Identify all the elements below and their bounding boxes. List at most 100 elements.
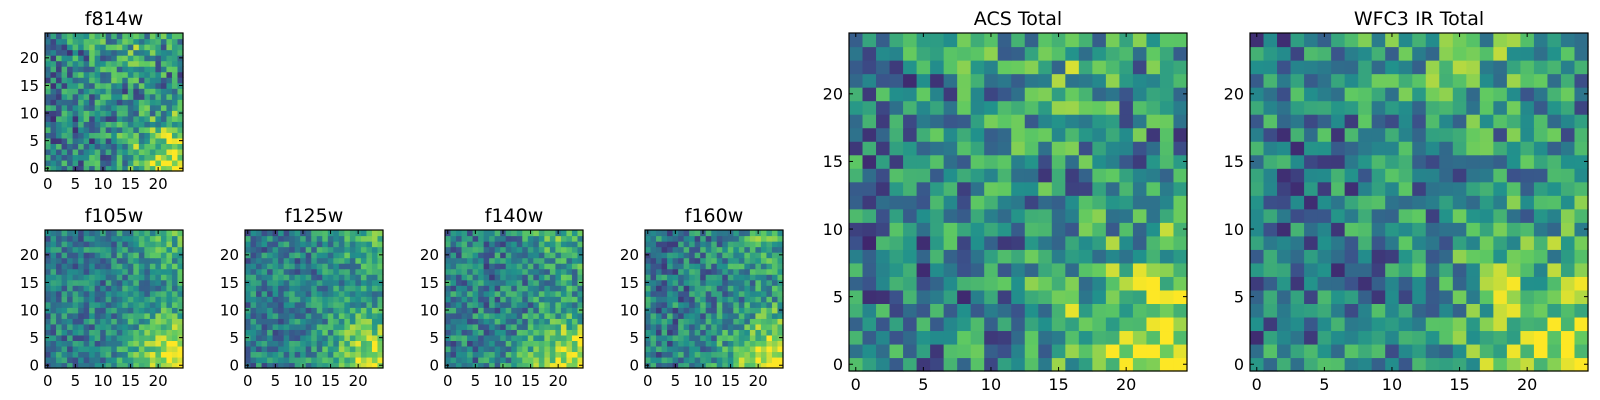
heatmap-cell — [349, 323, 356, 330]
heatmap-cell — [116, 241, 123, 248]
heatmap-cell — [450, 257, 457, 264]
heatmap-cell — [711, 307, 718, 314]
heatmap-cell — [516, 268, 523, 275]
heatmap-cell — [1439, 168, 1454, 183]
heatmap-cell — [1277, 114, 1292, 129]
heatmap-cell — [177, 121, 184, 128]
heatmap-cell — [267, 318, 274, 325]
heatmap-cell — [122, 159, 129, 167]
heatmap-cell — [483, 318, 490, 325]
heatmap-cell — [283, 362, 290, 369]
heatmap-cell — [667, 323, 674, 330]
heatmap-cell — [1304, 60, 1319, 75]
heatmap-cell — [494, 318, 501, 325]
heatmap-cell — [177, 71, 184, 78]
heatmap-cell — [100, 329, 107, 336]
heatmap-cell — [1344, 114, 1359, 129]
heatmap-cell — [289, 318, 296, 325]
heatmap-cell — [344, 296, 351, 303]
heatmap-cell — [566, 345, 573, 353]
heatmap-cell — [116, 334, 123, 341]
heatmap-cell — [997, 168, 1012, 183]
heatmap-cell — [1159, 127, 1175, 142]
heatmap-cell — [544, 323, 551, 330]
heatmap-cell — [94, 82, 101, 89]
heatmap-cell — [116, 312, 123, 319]
heatmap-cell — [1344, 154, 1359, 169]
heatmap-cell — [1344, 73, 1359, 88]
heatmap-cell — [149, 77, 156, 84]
heatmap-cell — [777, 351, 784, 358]
heatmap-cell — [1304, 249, 1319, 264]
heatmap-cell — [1092, 141, 1107, 156]
y-tick-label: 15 — [420, 274, 439, 292]
heatmap-cell — [1479, 46, 1494, 61]
heatmap-cell — [1105, 114, 1120, 129]
heatmap-cell — [667, 257, 674, 264]
heatmap-cell — [50, 44, 57, 51]
heatmap-cell — [56, 230, 63, 237]
heatmap-cell — [1385, 330, 1400, 345]
heatmap-cell — [566, 246, 573, 253]
heatmap-cell — [733, 285, 740, 292]
heatmap-cell — [377, 257, 384, 264]
heatmap-cell — [1520, 87, 1535, 102]
y-tick-label: 10 — [1224, 220, 1244, 239]
heatmap-cell — [760, 318, 768, 325]
heatmap-cell — [672, 279, 679, 286]
heatmap-cell — [1065, 60, 1080, 75]
heatmap-cell — [1263, 330, 1278, 345]
heatmap-cell — [127, 104, 134, 111]
heatmap-cell — [360, 279, 368, 286]
heatmap-cell — [538, 252, 545, 259]
heatmap-cell — [577, 268, 584, 275]
heatmap-cell — [294, 263, 301, 270]
heatmap-cell — [705, 268, 712, 275]
heatmap-cell — [94, 49, 101, 56]
x-tick-label: 0 — [643, 372, 653, 390]
heatmap-cell — [338, 307, 345, 314]
heatmap-cell — [272, 279, 279, 286]
heatmap-cell — [903, 262, 918, 277]
heatmap-cell — [500, 323, 507, 330]
heatmap-cell — [930, 87, 945, 102]
heatmap-cell — [544, 241, 551, 248]
heatmap-cell — [89, 121, 96, 128]
heatmap-cell — [1038, 87, 1053, 102]
heatmap-cell — [311, 246, 318, 253]
heatmap-cell — [360, 257, 368, 264]
heatmap-cell — [716, 230, 723, 237]
heatmap-cell — [500, 241, 507, 248]
heatmap-cell — [1560, 168, 1576, 183]
heatmap-cell — [305, 274, 312, 281]
heatmap-cell — [294, 290, 301, 297]
heatmap-cell — [45, 99, 52, 106]
heatmap-cell — [177, 312, 184, 319]
heatmap-cell — [1250, 208, 1265, 223]
heatmap-cell — [78, 307, 85, 314]
heatmap-cell — [461, 329, 468, 336]
heatmap-cell — [749, 307, 756, 314]
heatmap-cell — [272, 252, 279, 259]
heatmap-cell — [127, 44, 134, 51]
heatmap-cell — [478, 345, 485, 353]
heatmap-cell — [1277, 249, 1292, 264]
heatmap-cell — [111, 60, 118, 67]
heatmap-cell — [1317, 222, 1332, 237]
heatmap-cell — [957, 73, 972, 88]
heatmap-cell — [727, 246, 734, 253]
heatmap-cell — [256, 345, 263, 353]
heatmap-cell — [1493, 262, 1508, 277]
heatmap-cell — [555, 323, 562, 330]
heatmap-cell — [1506, 73, 1521, 88]
heatmap-cell — [1574, 127, 1589, 142]
heatmap-cell — [1358, 100, 1373, 115]
heatmap-cell — [672, 274, 679, 281]
heatmap-cell — [1119, 343, 1134, 359]
heatmap-cell — [533, 290, 540, 297]
heatmap-cell — [116, 230, 123, 237]
heatmap-cell — [1466, 316, 1481, 332]
heatmap-cell — [300, 351, 307, 358]
heatmap-cell — [122, 165, 129, 172]
heatmap-cell — [566, 252, 573, 259]
